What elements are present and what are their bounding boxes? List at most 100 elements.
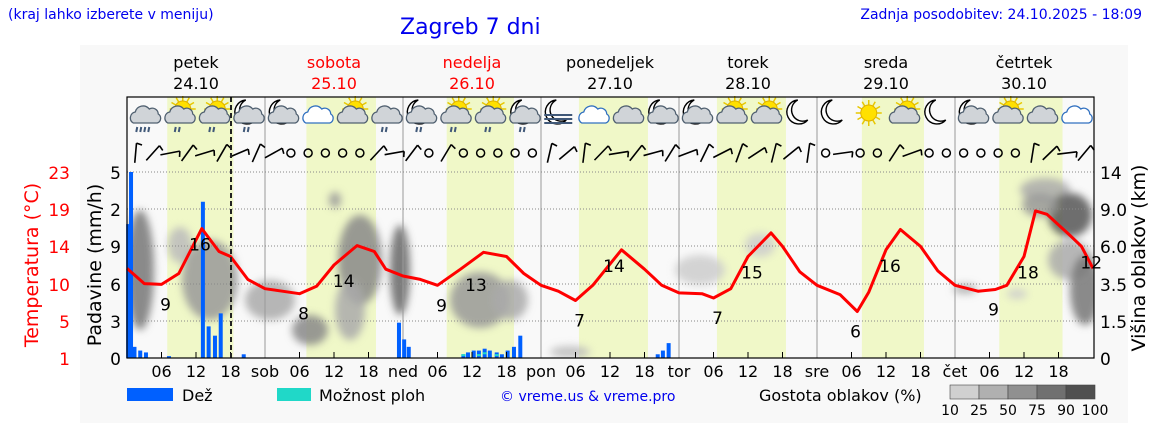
wind-barb-flag bbox=[192, 144, 198, 150]
raindrop bbox=[139, 126, 143, 133]
cloud-shape bbox=[612, 105, 645, 124]
cloud-height-tick: 6.0 bbox=[1100, 238, 1127, 258]
wind-calm-icon bbox=[320, 148, 331, 158]
moon-icon bbox=[924, 99, 947, 125]
wind-barb-flag bbox=[809, 142, 816, 147]
wind-barb-icon bbox=[1042, 145, 1061, 161]
sun-ray bbox=[348, 97, 352, 103]
wind-barb-flag bbox=[416, 144, 422, 151]
wind-calm-icon bbox=[424, 148, 434, 158]
wind-barb-shaft bbox=[1057, 150, 1078, 156]
day-date: 30.10 bbox=[1001, 74, 1047, 93]
wind-barb-flag bbox=[696, 149, 699, 156]
wind-barb-icon bbox=[806, 142, 816, 163]
day-name: torek bbox=[727, 53, 769, 72]
density-tick: 75 bbox=[1028, 403, 1046, 419]
temperature-tick: 19 bbox=[48, 201, 70, 221]
raindrop bbox=[419, 126, 423, 133]
sun-cloud-icon bbox=[750, 96, 783, 124]
wind-barb-shaft bbox=[712, 147, 732, 159]
hour-tick-label: 12 bbox=[462, 362, 482, 381]
hour-tick-label: 06 bbox=[427, 362, 447, 381]
sun-ray bbox=[727, 97, 732, 103]
cloud-density-blob bbox=[245, 280, 295, 320]
cloud-shape bbox=[888, 105, 921, 124]
wind-barb-icon bbox=[440, 143, 456, 162]
wind-barb-icon bbox=[832, 150, 854, 158]
wind-barb-shaft bbox=[558, 146, 575, 160]
credit-link[interactable]: © vreme.us & vreme.pro bbox=[500, 389, 675, 405]
cloud-height-tick: 14 bbox=[1100, 164, 1122, 184]
sun-disc bbox=[860, 104, 878, 122]
cloud-shape bbox=[509, 105, 541, 124]
wind-barb-icon bbox=[251, 143, 266, 163]
sun-ray bbox=[1017, 101, 1023, 106]
density-tick: 90 bbox=[1057, 403, 1075, 419]
precip-tick: 2 bbox=[110, 201, 121, 221]
hour-tick-label: 06 bbox=[151, 362, 171, 381]
wind-barb-icon bbox=[133, 142, 143, 163]
cloud-shape bbox=[647, 105, 679, 124]
wind-barb-icon bbox=[546, 142, 558, 163]
wind-barb-shaft bbox=[629, 144, 643, 162]
temperature-label: 15 bbox=[741, 264, 763, 284]
rain-bar bbox=[126, 224, 131, 358]
cloud-height-tick: 0 bbox=[1100, 350, 1111, 370]
temperature-tick: 5 bbox=[59, 313, 70, 333]
wind-barb-flag bbox=[158, 145, 164, 151]
day-tick-label: sob bbox=[251, 362, 279, 381]
wind-barb-flag bbox=[1033, 142, 1040, 147]
wind-calm-icon bbox=[1010, 148, 1021, 158]
wind-barb-shaft bbox=[888, 144, 901, 162]
hour-tick-label: 18 bbox=[496, 362, 516, 381]
wind-calm-icon bbox=[527, 148, 538, 158]
hour-tick-label: 12 bbox=[1014, 362, 1034, 381]
temperature-label: 18 bbox=[1017, 264, 1039, 284]
hour-tick-label: 12 bbox=[738, 362, 758, 381]
cloud-shape bbox=[578, 105, 610, 124]
wind-calm-icon bbox=[976, 148, 986, 158]
wind-barb-flag bbox=[402, 151, 405, 158]
cloud-density-blob bbox=[450, 272, 510, 328]
wind-barb-shaft bbox=[770, 143, 778, 163]
sun-ray bbox=[741, 101, 747, 106]
wind-barb-icon bbox=[888, 144, 905, 162]
wind-barb-flag bbox=[764, 147, 768, 154]
wind-barb-icon bbox=[735, 143, 749, 163]
cloud-density-blob bbox=[1022, 193, 1058, 217]
cloud-shape bbox=[233, 105, 265, 124]
cloud-shape bbox=[405, 105, 438, 124]
cloud-shape bbox=[129, 105, 162, 124]
temperature-label: 7 bbox=[712, 309, 723, 329]
wind-barb-flag bbox=[178, 151, 181, 157]
sun-ray bbox=[875, 105, 881, 110]
wind-barb-shaft bbox=[643, 149, 663, 157]
sun-ray bbox=[900, 97, 904, 103]
wind-barb-flag bbox=[851, 151, 854, 158]
cloud-density-blob bbox=[182, 240, 238, 320]
sun-icon bbox=[855, 100, 882, 126]
cloud-shape bbox=[371, 105, 403, 124]
wind-calm-icon bbox=[493, 148, 503, 158]
wind-barb-flag bbox=[450, 143, 456, 150]
wind-calm-icon bbox=[286, 148, 296, 158]
rain-bar bbox=[666, 343, 671, 358]
moon-cloud-rain-icon bbox=[233, 99, 265, 133]
temperature-label: 7 bbox=[574, 312, 585, 332]
density-swatch bbox=[949, 384, 980, 400]
wind-barb-icon bbox=[629, 144, 647, 162]
rain-bar bbox=[206, 326, 211, 358]
sun-ray bbox=[358, 97, 363, 103]
precip-tick: 6 bbox=[110, 276, 121, 296]
sun-cloud-rain-icon bbox=[440, 96, 472, 133]
hour-tick-label: 18 bbox=[220, 362, 240, 381]
cloud-height-axis-title: Višina oblakov (km) bbox=[1128, 165, 1150, 352]
rain-bar bbox=[166, 356, 171, 358]
sun-cloud-icon bbox=[888, 96, 921, 124]
wind-barb-icon bbox=[770, 142, 782, 163]
sun-ray bbox=[875, 116, 881, 121]
cloud-density-blob bbox=[329, 192, 341, 208]
wind-barb-flag bbox=[742, 143, 749, 148]
cloud-height-tick: 9.0 bbox=[1100, 201, 1127, 221]
hour-tick-label: 12 bbox=[324, 362, 344, 381]
